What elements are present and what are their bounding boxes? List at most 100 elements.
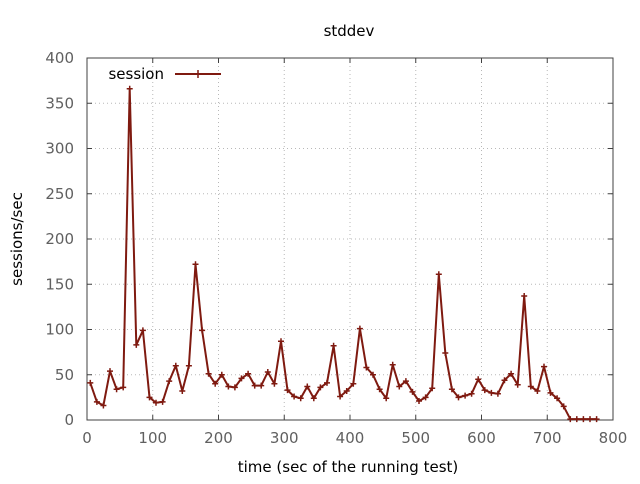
data-point (402, 378, 409, 385)
data-point (172, 362, 179, 369)
data-point (541, 363, 547, 370)
y-axis-label: sessions/sec (8, 192, 26, 286)
data-point (107, 368, 113, 375)
data-point (521, 293, 528, 299)
x-tick-label: 400 (336, 429, 365, 447)
y-tick-label: 150 (45, 275, 74, 293)
data-point (356, 325, 363, 332)
data-point (218, 371, 225, 378)
data-point (462, 392, 469, 399)
data-point (93, 398, 100, 405)
data-point (488, 389, 495, 396)
x-axis-label: time (sec of the running test) (238, 458, 459, 476)
data-point (534, 388, 541, 394)
data-point (185, 362, 192, 369)
data-point (429, 385, 436, 392)
y-tick-label: 50 (55, 366, 74, 384)
x-tick-label: 100 (138, 429, 167, 447)
data-point (455, 394, 462, 401)
data-point (350, 380, 357, 387)
data-point (376, 386, 383, 393)
data-point (304, 383, 311, 390)
data-point (330, 342, 337, 349)
data-point (422, 394, 429, 401)
data-point (580, 416, 587, 423)
chart-title: stddev (324, 22, 375, 40)
data-point (166, 378, 173, 385)
data-point (297, 395, 304, 402)
data-point (153, 399, 159, 406)
series-line-session (89, 87, 597, 421)
data-point (527, 383, 534, 390)
data-point (481, 387, 488, 394)
legend-marker-session (194, 70, 202, 78)
x-tick-label: 500 (401, 429, 430, 447)
data-point (363, 364, 370, 371)
x-tick-label: 700 (533, 429, 562, 447)
data-point (199, 327, 206, 334)
data-point (205, 370, 212, 377)
axis-ticks: 0 100 200 300 400 500 600 700 800 0 50 100 150 200 250… (45, 49, 627, 447)
data-point (494, 390, 501, 397)
data-point (126, 85, 133, 92)
data-point (225, 383, 232, 390)
data-point (389, 361, 396, 368)
data-point (264, 369, 271, 375)
data-point (258, 382, 265, 389)
data-point (337, 393, 344, 400)
y-tick-label: 100 (45, 321, 74, 339)
legend-label-session: session (108, 65, 164, 83)
data-point (475, 376, 482, 383)
data-point (179, 388, 186, 394)
data-point (146, 394, 153, 401)
data-point (291, 393, 298, 400)
data-point (317, 384, 324, 391)
y-tick-label: 400 (45, 49, 74, 67)
data-point (547, 389, 554, 396)
data-point (514, 381, 521, 388)
data-point (245, 370, 252, 377)
data-point (238, 375, 245, 382)
x-tick-label: 300 (270, 429, 299, 447)
data-point (554, 395, 561, 402)
data-point (343, 388, 350, 394)
data-point (560, 403, 567, 410)
x-tick-label: 600 (467, 429, 496, 447)
data-point (442, 350, 449, 356)
data-point (370, 371, 376, 378)
data-point (587, 416, 593, 423)
data-point (159, 398, 166, 405)
grid (87, 58, 613, 420)
y-tick-label: 250 (45, 185, 74, 203)
series-layer (87, 85, 600, 423)
data-point (416, 398, 422, 404)
data-point (310, 395, 317, 402)
data-point (231, 384, 238, 391)
data-point (508, 370, 515, 377)
data-point (593, 416, 600, 423)
data-point (87, 379, 94, 386)
legend: session (108, 65, 221, 83)
data-point (212, 380, 219, 387)
y-tick-label: 350 (45, 94, 74, 112)
data-point (448, 386, 455, 393)
data-point (468, 390, 475, 397)
data-point (113, 386, 120, 393)
data-point (501, 377, 508, 384)
data-point (100, 402, 107, 409)
y-tick-label: 300 (45, 140, 74, 158)
data-point (435, 271, 442, 278)
data-point (324, 379, 330, 386)
y-tick-label: 0 (64, 411, 74, 429)
data-point (284, 387, 291, 394)
data-point (278, 338, 284, 345)
data-point (133, 341, 140, 348)
data-point (271, 380, 278, 387)
x-tick-label: 0 (82, 429, 92, 447)
data-point (567, 416, 574, 423)
data-point (409, 388, 416, 395)
data-point (396, 383, 403, 390)
x-tick-label: 800 (599, 429, 628, 447)
